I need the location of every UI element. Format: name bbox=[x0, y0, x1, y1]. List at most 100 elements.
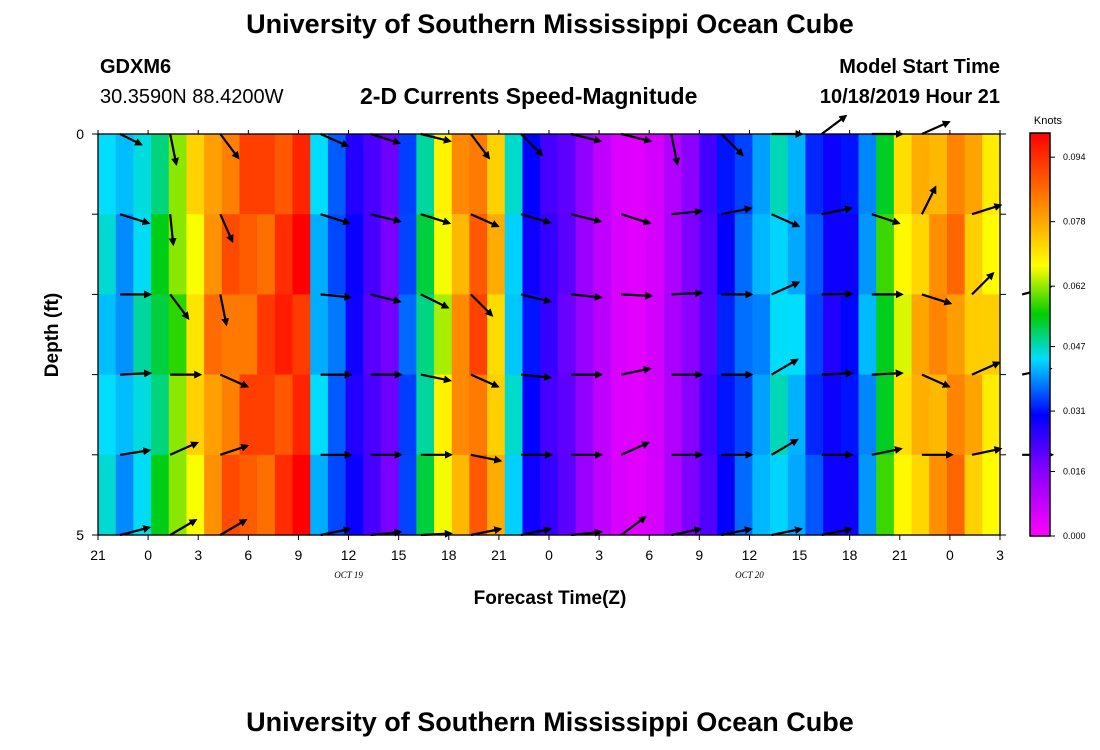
heatmap-cell bbox=[805, 294, 824, 376]
current-vector-arrow bbox=[570, 213, 603, 224]
y-axis-title: Depth (ft) bbox=[42, 293, 63, 377]
heatmap-cell bbox=[663, 294, 683, 376]
heatmap-cell bbox=[204, 294, 223, 376]
current-vector-arrow bbox=[620, 132, 653, 144]
heatmap-cell bbox=[363, 374, 382, 456]
heatmap-cell bbox=[787, 374, 807, 456]
heatmap-cell bbox=[575, 294, 594, 376]
current-vector-arrow bbox=[971, 271, 995, 296]
heatmap-cell bbox=[929, 134, 948, 215]
colorbar-tick-label: 0.000 bbox=[1063, 531, 1086, 541]
current-vector-arrow bbox=[720, 133, 744, 157]
heatmap-cell bbox=[893, 454, 913, 536]
heatmap-cell bbox=[274, 214, 294, 295]
current-vector-arrow bbox=[971, 446, 1003, 456]
heatmap-cell bbox=[204, 374, 223, 456]
heatmap-cell bbox=[151, 294, 170, 376]
heatmap-cell bbox=[204, 454, 223, 536]
heatmap-cell bbox=[204, 214, 223, 295]
heatmap-cell bbox=[274, 134, 294, 215]
heatmap-cell bbox=[151, 214, 170, 295]
heatmap-cell bbox=[699, 214, 718, 295]
heatmap-cell bbox=[575, 134, 594, 215]
current-vector-arrow bbox=[570, 292, 603, 301]
current-vector-arrow bbox=[120, 369, 153, 378]
heatmap-cell bbox=[610, 454, 630, 536]
heatmap-cell bbox=[327, 454, 347, 536]
current-vector-arrow bbox=[520, 213, 552, 225]
heatmap-cell bbox=[770, 374, 789, 456]
heatmap-cell bbox=[380, 294, 400, 376]
x-axis-title: Forecast Time(Z) bbox=[474, 588, 627, 609]
current-vector-arrow bbox=[570, 132, 603, 144]
x-tick-label: 6 bbox=[244, 547, 252, 563]
current-vector-arrow bbox=[721, 526, 753, 537]
heatmap-cell bbox=[363, 454, 382, 536]
heatmap-cell bbox=[805, 454, 824, 536]
heatmap-cell bbox=[734, 454, 753, 536]
heatmap-cell bbox=[434, 374, 453, 456]
x-tick-label: 6 bbox=[645, 547, 653, 563]
heatmap-cell bbox=[893, 374, 913, 456]
heatmap-cell bbox=[610, 294, 630, 376]
current-vector-arrow bbox=[821, 205, 854, 216]
current-vector-arrow bbox=[921, 373, 951, 388]
heatmap-cell bbox=[663, 134, 683, 215]
heatmap-cell bbox=[911, 294, 930, 376]
current-vector-arrow bbox=[420, 132, 452, 144]
heatmap-cell bbox=[451, 454, 471, 536]
current-vector-arrow bbox=[771, 438, 799, 456]
heatmap-cell bbox=[858, 454, 877, 536]
heatmap-cell bbox=[540, 454, 559, 536]
heatmap-cell bbox=[628, 374, 647, 456]
heatmap-cell bbox=[469, 214, 488, 295]
colorbar-tick-label: 0.078 bbox=[1063, 217, 1086, 227]
x-tick-label: 9 bbox=[695, 547, 703, 563]
current-vector-arrow bbox=[771, 213, 801, 228]
heatmap-cell bbox=[876, 374, 895, 456]
heatmap-cell bbox=[717, 294, 736, 376]
current-vector-arrow bbox=[620, 441, 651, 456]
heatmap-cell bbox=[504, 374, 524, 456]
heatmap-cell bbox=[345, 454, 364, 536]
heatmap-cell bbox=[663, 374, 683, 456]
heatmap-cell bbox=[98, 374, 117, 456]
heatmap-cell bbox=[115, 294, 134, 376]
x-tick-label: 9 bbox=[295, 547, 303, 563]
heatmap-cell bbox=[717, 454, 736, 536]
heatmap-cell bbox=[823, 134, 842, 215]
current-vector-arrow bbox=[320, 132, 350, 148]
heatmap-cell bbox=[292, 214, 311, 295]
chart-subtitle: 2-D Currents Speed-Magnitude bbox=[360, 83, 698, 109]
current-vector-arrow bbox=[219, 294, 230, 327]
date-label: OCT 20 bbox=[735, 570, 764, 580]
heatmap-cell bbox=[522, 374, 541, 456]
heatmap-cell bbox=[274, 294, 294, 376]
heatmap-cell bbox=[434, 134, 453, 215]
heatmap-cell bbox=[469, 134, 488, 215]
x-tick-label: 3 bbox=[996, 547, 1004, 563]
heatmap-cell bbox=[557, 374, 577, 456]
heatmap-cell bbox=[310, 374, 329, 456]
heatmap-cell bbox=[469, 374, 488, 456]
heatmap-cell bbox=[982, 134, 1001, 215]
current-vector-arrow bbox=[219, 443, 250, 456]
heatmap-cell bbox=[133, 454, 152, 536]
heatmap-cell bbox=[557, 454, 577, 536]
current-vector-arrow bbox=[821, 114, 848, 135]
heatmap-cell bbox=[770, 294, 789, 376]
current-vector-arrow bbox=[520, 293, 553, 305]
current-vector-arrow bbox=[871, 213, 901, 226]
heatmap-cell bbox=[628, 454, 647, 536]
heatmap-cell bbox=[115, 454, 134, 536]
heatmap-cell bbox=[893, 134, 913, 215]
heatmap-cell bbox=[982, 374, 1001, 456]
heatmap-cell bbox=[628, 294, 647, 376]
heatmap-cell bbox=[840, 134, 860, 215]
x-tick-label: 0 bbox=[144, 547, 152, 563]
heatmap-cell bbox=[522, 214, 541, 295]
heatmap-cell bbox=[787, 294, 807, 376]
current-vector-arrow bbox=[169, 293, 190, 320]
heatmap-cell bbox=[593, 454, 612, 536]
heatmap-cell bbox=[840, 214, 860, 295]
